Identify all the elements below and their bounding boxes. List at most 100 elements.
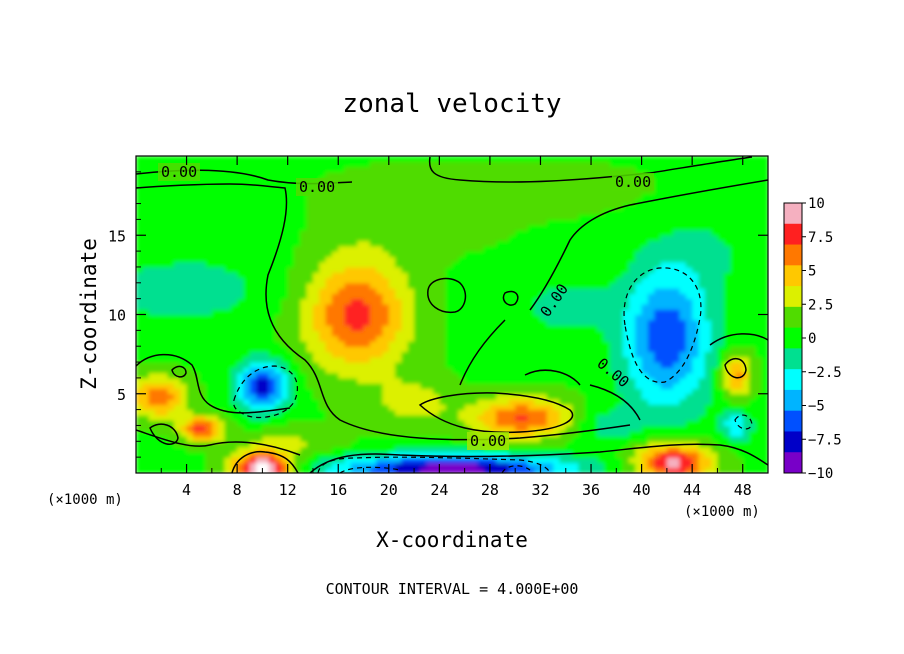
heatmap-cell <box>597 256 605 263</box>
heatmap-cell <box>338 203 346 210</box>
heatmap-cell <box>420 256 428 263</box>
heatmap-cell <box>407 457 415 464</box>
heatmap-cell <box>591 362 598 368</box>
heatmap-cell <box>647 166 655 173</box>
heatmap-cell <box>439 388 447 395</box>
heatmap-cell <box>521 261 529 268</box>
heatmap-cell <box>268 335 276 342</box>
heatmap-cell <box>338 256 346 263</box>
heatmap-cell <box>363 319 371 326</box>
heatmap-cell <box>376 399 384 405</box>
heatmap-cell <box>527 420 535 427</box>
heatmap-cell <box>186 372 194 379</box>
heatmap-cell <box>256 293 263 300</box>
heatmap-cell <box>319 372 327 379</box>
heatmap-cell <box>312 451 320 458</box>
heatmap-cell <box>489 198 497 205</box>
heatmap-cell <box>445 462 453 469</box>
heatmap-cell <box>622 161 630 168</box>
heatmap-cell <box>610 272 617 279</box>
heatmap-cell <box>584 330 592 337</box>
heatmap-cell <box>186 451 194 458</box>
heatmap-cell <box>610 446 617 453</box>
heatmap-cell <box>452 367 459 374</box>
heatmap-cell <box>521 298 529 305</box>
heatmap-cell <box>534 335 542 342</box>
heatmap-cell <box>319 282 327 289</box>
heatmap-cell <box>262 462 270 469</box>
heatmap-cell <box>230 219 238 226</box>
heatmap-cell <box>136 425 143 432</box>
heatmap-cell <box>395 288 403 294</box>
heatmap-cell <box>262 457 270 464</box>
heatmap-cell <box>483 298 491 305</box>
heatmap-cell <box>192 293 200 300</box>
heatmap-cell <box>489 166 497 173</box>
heatmap-cell <box>622 436 630 442</box>
heatmap-cell <box>148 245 156 252</box>
heatmap-cell <box>205 436 213 442</box>
heatmap-cell <box>262 420 270 427</box>
heatmap-cell <box>338 404 346 411</box>
heatmap-cell <box>199 420 207 427</box>
heatmap-cell <box>635 451 643 458</box>
heatmap-cell <box>622 372 630 379</box>
heatmap-cell <box>142 377 150 384</box>
heatmap-cell <box>319 446 327 453</box>
heatmap-cell <box>237 303 245 310</box>
heatmap-cell <box>527 436 535 442</box>
heatmap-cell <box>142 187 150 194</box>
heatmap-cell <box>515 319 523 326</box>
heatmap-cell <box>180 404 188 411</box>
heatmap-cell <box>572 330 579 337</box>
heatmap-cell <box>192 451 200 458</box>
heatmap-cell <box>578 330 586 337</box>
heatmap-cell <box>186 346 194 353</box>
heatmap-cell <box>426 414 434 421</box>
heatmap-cell <box>464 266 472 273</box>
heatmap-cell <box>553 377 561 384</box>
heatmap-cell <box>515 362 523 368</box>
heatmap-cell <box>483 467 491 473</box>
heatmap-cell <box>603 277 611 284</box>
heatmap-cell <box>256 240 263 247</box>
heatmap-cell <box>237 240 245 247</box>
heatmap-cell <box>401 372 409 379</box>
heatmap-cell <box>205 383 213 390</box>
heatmap-cell <box>180 409 188 416</box>
heatmap-cell <box>452 224 459 231</box>
heatmap-cell <box>527 293 535 300</box>
heatmap-cell <box>591 414 598 421</box>
heatmap-cell <box>610 229 617 236</box>
heatmap-cell <box>616 319 624 326</box>
heatmap-cell <box>312 245 320 252</box>
heatmap-cell <box>572 340 579 347</box>
heatmap-cell <box>597 436 605 442</box>
heatmap-cell <box>331 377 339 384</box>
heatmap-cell <box>546 436 554 442</box>
heatmap-cell <box>464 245 472 252</box>
heatmap-cell <box>249 451 257 458</box>
heatmap-cell <box>445 399 453 405</box>
heatmap-cell <box>628 404 636 411</box>
heatmap-cell <box>262 436 270 442</box>
heatmap-cell <box>489 156 497 162</box>
heatmap-cell <box>319 203 327 210</box>
heatmap-cell <box>553 272 561 279</box>
heatmap-cell <box>256 303 263 310</box>
heatmap-cell <box>218 198 226 205</box>
heatmap-cell <box>445 208 453 215</box>
heatmap-cell <box>142 198 150 205</box>
heatmap-cell <box>496 340 504 347</box>
heatmap-cell <box>357 182 365 189</box>
heatmap-cell <box>350 335 358 342</box>
heatmap-cell <box>192 156 200 162</box>
heatmap-cell <box>565 309 573 316</box>
heatmap-cell <box>192 457 200 464</box>
heatmap-cell <box>161 235 169 242</box>
heatmap-cell <box>622 303 630 310</box>
heatmap-cell <box>262 177 270 184</box>
heatmap-cell <box>344 309 352 316</box>
heatmap-cell <box>224 261 232 268</box>
heatmap-cell <box>426 446 434 453</box>
